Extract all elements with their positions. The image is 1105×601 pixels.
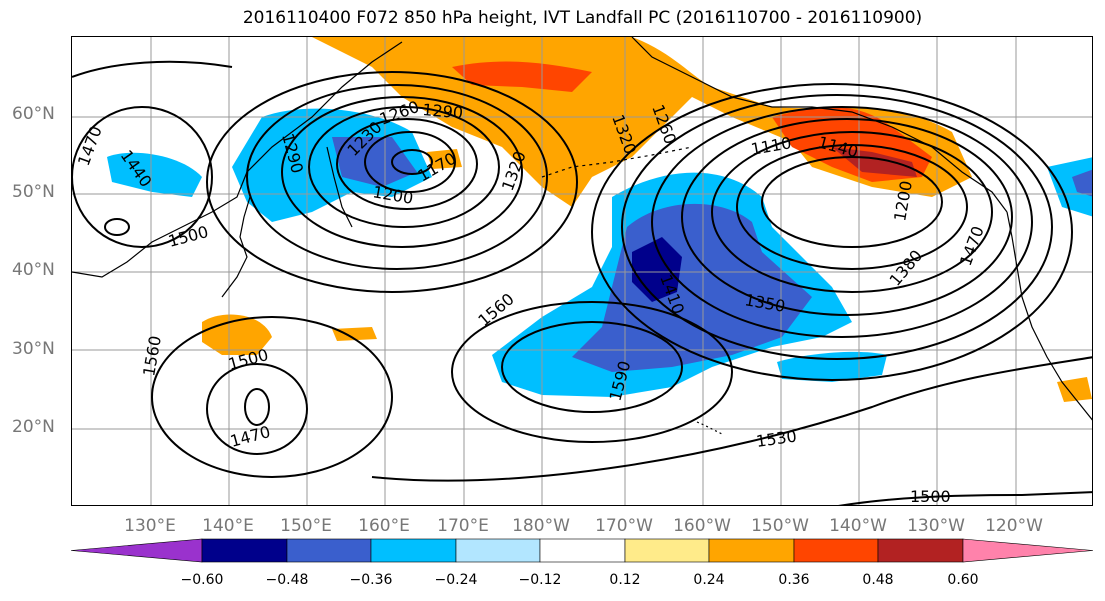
contour-label: 1320: [498, 149, 530, 194]
contour-ne-low-3: [711, 131, 993, 293]
lon-label: 160°E: [358, 516, 410, 536]
colorbar-segment: [539, 538, 626, 563]
coast-na-west: [1006, 211, 1092, 421]
colorbar-segment: [455, 538, 541, 563]
pos-shade-mexico: [1057, 377, 1092, 402]
coast-japan: [221, 196, 251, 298]
neg-shade-pnw: [1047, 157, 1092, 217]
chart-title: 2016110400 F072 850 hPa height, IVT Land…: [242, 8, 923, 28]
colorbar-tick: 0.24: [693, 572, 725, 588]
lat-label: 20°N: [12, 417, 55, 437]
contour-west-1: [72, 106, 213, 248]
lon-label: 140°E: [202, 516, 254, 536]
lon-label: 170°W: [595, 516, 653, 536]
contour-nw-low-6: [246, 84, 548, 270]
colorbar-segment: [624, 538, 710, 563]
contour-nw-low-7: [206, 71, 578, 293]
coast-aleutians: [541, 146, 693, 178]
colorbar-segment: [962, 538, 1093, 563]
contour-sw-high-3: [151, 316, 393, 478]
contour-ne-low-2: [736, 144, 968, 270]
colorbar-tick: −0.48: [265, 572, 309, 588]
contour-label: 1290: [422, 100, 464, 122]
colorbar-segment: [286, 538, 372, 563]
lon-label: 150°E: [280, 516, 332, 536]
contour-ne-low-1: [761, 156, 943, 248]
shading-negative: [107, 108, 1092, 397]
lon-label: 120°W: [985, 516, 1043, 536]
contour-nw-low-4: [308, 106, 500, 228]
colorbar-tick: 0.60: [947, 572, 979, 588]
lon-label: 130°W: [907, 516, 965, 536]
colorbar-tick: −0.12: [518, 572, 562, 588]
contour-label: 1470: [74, 124, 106, 169]
contour-label: 1500: [166, 222, 210, 251]
lon-label: 180°W: [512, 516, 570, 536]
map-canvas: 1470 1440 1500 1530 1560 1590 1500 1470 …: [72, 37, 1092, 506]
contour-central-high-2: [451, 301, 733, 443]
coast-alaska: [631, 37, 1008, 213]
lon-label: 170°E: [437, 516, 489, 536]
contour-label: 1560: [474, 289, 517, 330]
neg-shade-central-mid: [572, 203, 812, 372]
contour-central-high-1: [501, 321, 683, 413]
contour-label: 1470: [228, 422, 272, 451]
contour-label: 1470: [956, 224, 988, 269]
contour-label: 1380: [886, 246, 927, 289]
contour-nw-low-1: [391, 149, 433, 175]
coastlines: [72, 37, 1092, 436]
neg-shade-pnw-dark: [1072, 169, 1092, 197]
neg-shade-nw-dark: [332, 137, 417, 187]
contour-ne-low-5: [651, 106, 1033, 338]
contour-west-small: [104, 218, 130, 236]
coast-kamchatka: [326, 146, 353, 228]
lon-label: 140°W: [829, 516, 887, 536]
colorbar-tick: −0.60: [180, 572, 224, 588]
lat-label: 60°N: [12, 104, 55, 124]
contour-ne-low-6: [621, 94, 1053, 360]
coast-asia: [72, 41, 403, 278]
pos-shade-alaska-core: [832, 147, 917, 177]
contour-ne-low-7: [591, 83, 1073, 381]
contour-nw-low-3: [336, 118, 478, 210]
lon-label: 130°E: [124, 516, 176, 536]
contour-label: 1560: [139, 334, 165, 377]
colorbar-segment: [793, 538, 879, 563]
pos-shade-alaska-north: [452, 61, 592, 92]
map-panel: 1470 1440 1500 1530 1560 1590 1500 1470 …: [71, 36, 1093, 506]
contour-label: 1530: [755, 426, 798, 450]
contour-ne-low-4: [681, 118, 1013, 316]
pos-shade-small1: [332, 327, 377, 341]
contour-label: 1260: [377, 97, 422, 129]
colorbar-tick: −0.24: [434, 572, 478, 588]
contour-nw-low-2: [364, 131, 456, 193]
height-contours: [72, 60, 1092, 505]
colorbar-tick: 0.36: [778, 572, 810, 588]
colorbar-segment: [71, 538, 203, 563]
colorbar: [71, 538, 1093, 563]
contour-south-1530: [371, 356, 1092, 482]
colorbar-tick: −0.36: [349, 572, 393, 588]
lat-label: 40°N: [12, 260, 55, 280]
contour-nw-low-5: [281, 96, 523, 248]
colorbar-segment: [370, 538, 457, 563]
lat-label: 50°N: [12, 182, 55, 202]
lon-label: 150°W: [751, 516, 809, 536]
contour-south-1500: [838, 491, 1092, 505]
lat-label: 30°N: [12, 339, 55, 359]
colorbar-segment: [201, 538, 288, 563]
contour-sw-high-1: [244, 388, 270, 426]
contour-far-west: [72, 60, 233, 78]
lon-label: 160°W: [673, 516, 731, 536]
colorbar-tick: 0.48: [862, 572, 894, 588]
colorbar-tick: 0.12: [609, 572, 641, 588]
graticule: [72, 37, 1092, 505]
contour-sw-high-2: [206, 363, 308, 455]
colorbar-segment: [708, 538, 795, 563]
colorbar-segment: [877, 538, 964, 563]
contour-label: 1500: [910, 487, 951, 506]
neg-shade-west: [107, 152, 202, 197]
